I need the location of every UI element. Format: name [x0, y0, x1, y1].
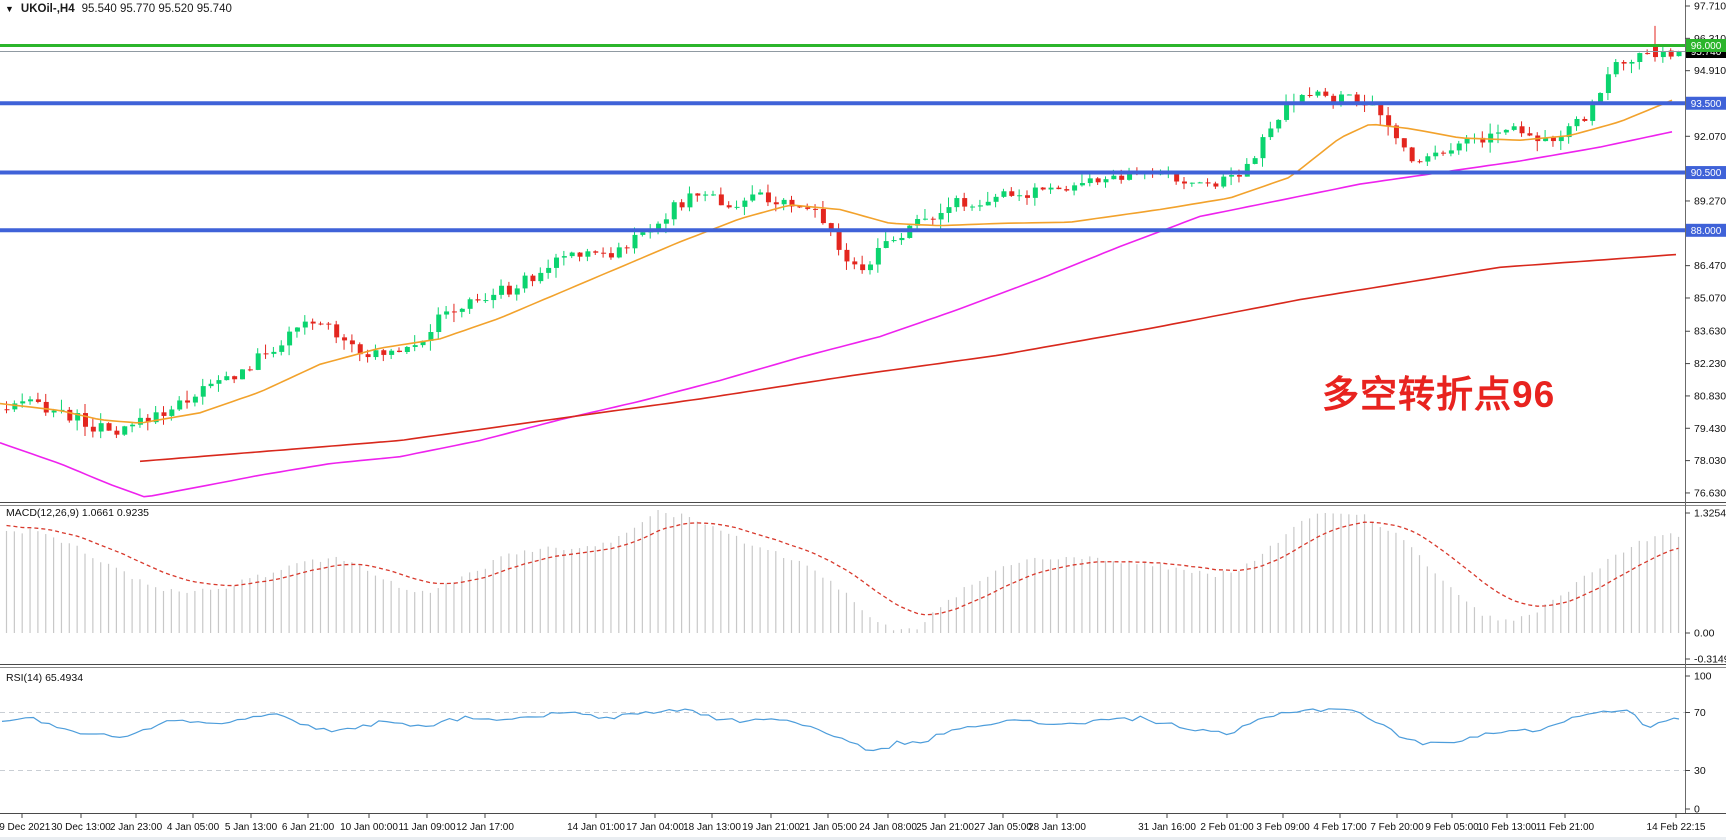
rsi-tick-label: 30 — [1694, 765, 1706, 777]
time-tick-label: 19 Jan 21:00 — [742, 822, 800, 833]
price-tick-label: 97.710 — [1694, 1, 1726, 13]
svg-text:88.000: 88.000 — [1691, 226, 1722, 237]
price-badge-90.500: 90.500 — [1686, 166, 1726, 180]
time-tick-label: 5 Jan 13:00 — [225, 822, 278, 833]
macd-signal-line — [6, 521, 1679, 616]
time-tick-label: 2 Jan 23:00 — [110, 822, 163, 833]
macd-tick-label: -0.3149 — [1694, 654, 1726, 666]
time-tick-label: 10 Feb 13:00 — [1478, 822, 1537, 833]
svg-text:90.500: 90.500 — [1691, 168, 1722, 179]
time-axis-labels: 29 Dec 202130 Dec 13:002 Jan 23:00 4 Jan … — [0, 814, 1706, 833]
time-tick-label: 11 Feb 21:00 — [1536, 822, 1595, 833]
time-tick-label: 30 Dec 13:00 — [51, 822, 111, 833]
time-tick-label: 31 Jan 16:00 — [1138, 822, 1196, 833]
macd-indicator-label: MACD(12,26,9) 1.0661 0.9235 — [6, 507, 150, 519]
rsi-tick-label: 100 — [1694, 671, 1712, 683]
time-axis-region[interactable] — [0, 814, 1726, 836]
macd-tick-label: 1.3254 — [1694, 508, 1726, 520]
time-tick-label: 25 Jan 21:00 — [916, 822, 974, 833]
price-tick-label: 89.270 — [1694, 195, 1726, 207]
svg-text:96.000: 96.000 — [1691, 41, 1722, 52]
rsi-tick-label: 0 — [1694, 804, 1700, 816]
ohlc-values: 95.540 95.770 95.520 95.740 — [81, 3, 232, 15]
price-badge-93.500: 93.500 — [1686, 96, 1726, 110]
price-tick-label: 83.630 — [1694, 326, 1726, 338]
time-tick-label: 24 Jan 08:00 — [859, 822, 917, 833]
time-tick-label: 17 Jan 04:00 — [626, 822, 684, 833]
time-tick-label: 10 Jan 00:00 — [340, 822, 398, 833]
price-axis-labels: 97.71096.31094.91092.07089.27086.47085.0… — [1685, 1, 1726, 816]
time-tick-label: 28 Jan 13:00 — [1028, 822, 1086, 833]
rsi-line — [1, 708, 1680, 752]
macd-histogram — [5, 510, 1680, 633]
price-tick-label: 79.430 — [1694, 423, 1726, 435]
fast-ma-line — [0, 99, 1673, 424]
time-tick-label: 11 Jan 09:00 — [398, 822, 456, 833]
symbol-dropdown-icon[interactable]: ▼ — [5, 4, 14, 14]
time-tick-label: 14 Feb 22:15 — [1647, 822, 1706, 833]
symbol-timeframe-label: UKOil-,H4 — [20, 3, 75, 15]
price-tick-label: 86.470 — [1694, 260, 1726, 272]
time-tick-label: 12 Jan 17:00 — [456, 822, 514, 833]
time-tick-label: 29 Dec 2021 — [0, 822, 51, 833]
time-tick-label: 14 Jan 01:00 — [567, 822, 625, 833]
price-tick-label: 78.030 — [1694, 455, 1726, 467]
svg-text:95.740: 95.740 — [1691, 47, 1722, 58]
time-tick-label: 4 Feb 17:00 — [1313, 822, 1367, 833]
macd-tick-label: 0.00 — [1694, 628, 1715, 640]
time-tick-label: 18 Jan 13:00 — [683, 822, 741, 833]
price-tick-label: 92.070 — [1694, 131, 1726, 143]
time-tick-label: 7 Feb 20:00 — [1370, 822, 1424, 833]
time-tick-label: 27 Jan 05:00 — [974, 822, 1032, 833]
price-tick-label: 85.070 — [1694, 292, 1726, 304]
chart-title-bar: ▼ UKOil-,H4 95.540 95.770 95.520 95.740 — [5, 3, 232, 15]
rsi-indicator-label: RSI(14) 65.4934 — [6, 672, 84, 684]
time-tick-label: 6 Jan 21:00 — [282, 822, 335, 833]
time-tick-label: 4 Jan 05:00 — [167, 822, 220, 833]
medium-ma-line — [0, 131, 1673, 498]
price-tick-label: 82.230 — [1694, 358, 1726, 370]
rsi-tick-label: 70 — [1694, 707, 1706, 719]
time-tick-label: 21 Jan 05:00 — [799, 822, 857, 833]
price-badge-96.000: 96.000 — [1686, 39, 1726, 53]
time-tick-label: 3 Feb 09:00 — [1256, 822, 1310, 833]
price-tick-label: 76.630 — [1694, 487, 1726, 499]
time-tick-label: 9 Feb 05:00 — [1425, 822, 1479, 833]
slow-ma-line — [139, 253, 1677, 463]
chart-annotation-text[interactable]: 多空转折点96 — [1322, 374, 1556, 415]
price-tick-label: 94.910 — [1694, 65, 1726, 77]
candlestick-series — [4, 25, 1682, 439]
price-axis-region[interactable] — [1686, 0, 1726, 813]
svg-text:93.500: 93.500 — [1691, 99, 1722, 110]
time-tick-label: 2 Feb 01:00 — [1200, 822, 1254, 833]
rsi-level-lines — [0, 712, 1685, 771]
price-tick-label: 80.830 — [1694, 390, 1726, 402]
price-badge-88.000: 88.000 — [1686, 223, 1726, 237]
